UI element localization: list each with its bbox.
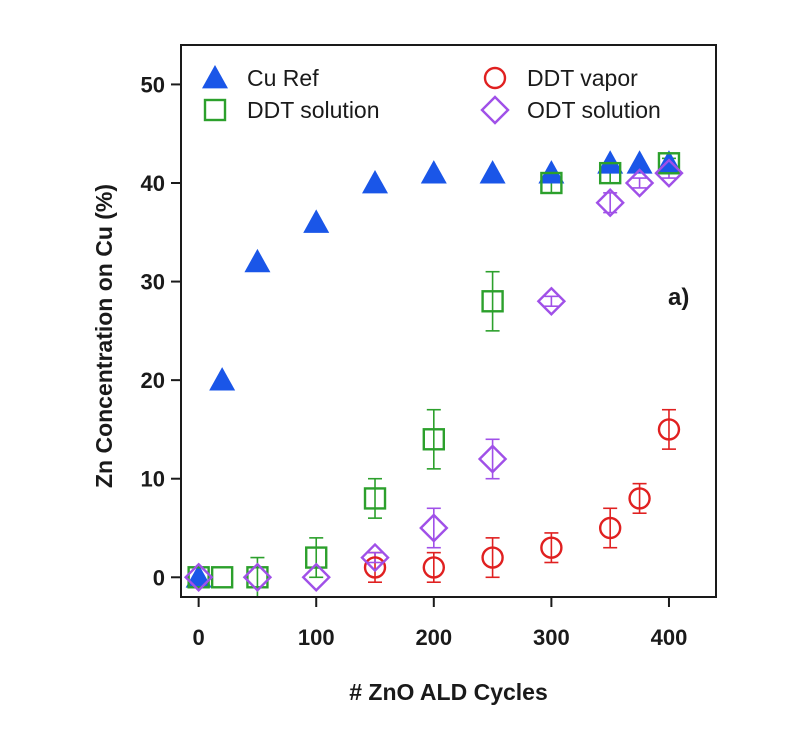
legend-symbol — [202, 65, 228, 89]
x-tick-label: 0 — [193, 625, 205, 650]
data-point — [209, 367, 236, 391]
data-point — [540, 171, 563, 195]
data-point — [185, 564, 212, 588]
y-tick-label: 40 — [141, 171, 165, 196]
x-tick-label: 400 — [651, 625, 688, 650]
x-tick-label: 300 — [533, 625, 570, 650]
series-ddt-solution — [187, 152, 681, 589]
legend-label: Cu Ref — [247, 65, 319, 91]
y-tick-label: 20 — [141, 368, 165, 393]
y-tick-label: 10 — [141, 467, 165, 492]
series-ddt-vapor — [363, 418, 681, 579]
data-point — [598, 516, 622, 540]
data-point — [363, 487, 387, 510]
x-tick-label: 100 — [298, 625, 335, 650]
y-tick-label: 50 — [141, 72, 165, 97]
data-point — [626, 150, 653, 174]
data-point — [305, 546, 328, 569]
plot-frame — [180, 44, 717, 598]
data-markers-layer — [183, 150, 684, 592]
data-point — [624, 168, 655, 198]
data-point — [210, 566, 234, 589]
data-point — [187, 566, 210, 589]
data-point — [477, 444, 508, 474]
data-point — [595, 188, 625, 218]
legend: Cu Ref DDT solution DDT vapor ODT solution — [202, 65, 661, 125]
y-axis-title: Zn Concentration on Cu (%) — [91, 184, 117, 488]
data-point — [422, 556, 446, 579]
data-point — [246, 566, 269, 589]
data-point — [657, 152, 681, 175]
data-point — [360, 542, 390, 573]
data-point — [657, 418, 681, 441]
legend-symbol — [480, 95, 510, 125]
data-point — [481, 290, 504, 313]
data-point — [362, 170, 389, 194]
axis-ticks-layer: 0 10 20 30 40 50 0 100 200 300 400 — [141, 72, 688, 650]
data-point — [303, 209, 330, 233]
x-tick-label: 200 — [415, 625, 452, 650]
data-point — [419, 513, 449, 543]
legend-symbol — [203, 98, 227, 122]
data-point — [536, 286, 567, 316]
legend-label: DDT vapor — [527, 65, 638, 91]
legend-label: ODT solution — [527, 97, 661, 123]
data-point — [540, 536, 563, 559]
panel-label: a) — [668, 284, 689, 311]
data-point — [242, 562, 273, 592]
data-point — [363, 556, 387, 579]
data-point — [654, 158, 684, 188]
legend-label: DDT solution — [247, 97, 380, 123]
legend-symbol — [483, 66, 507, 90]
data-point — [244, 248, 271, 273]
data-point — [183, 562, 214, 592]
data-point — [422, 428, 446, 451]
data-point — [481, 546, 504, 569]
data-point — [479, 160, 506, 184]
series-odt-solution — [183, 158, 684, 592]
error-bars-layer — [250, 157, 676, 598]
data-point — [628, 487, 651, 510]
data-point — [420, 160, 447, 184]
x-axis-title: # ZnO ALD Cycles — [349, 679, 548, 705]
y-tick-label: 30 — [141, 270, 165, 295]
y-tick-label: 0 — [153, 565, 165, 590]
data-point — [598, 161, 622, 185]
data-point — [301, 562, 331, 592]
